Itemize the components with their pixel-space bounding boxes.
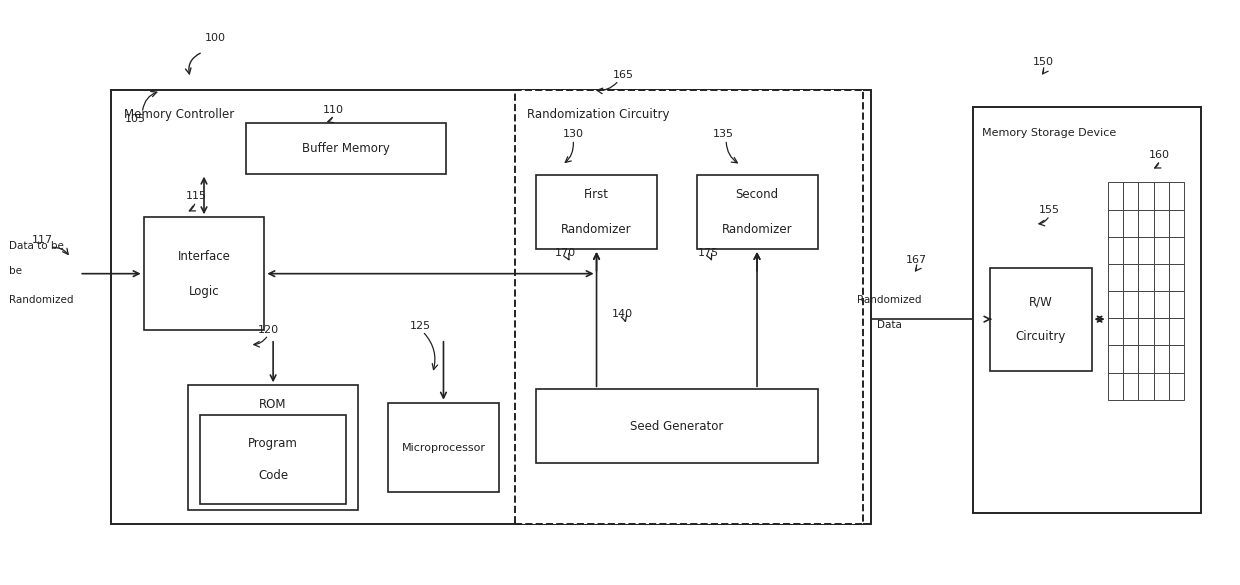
Bar bbox=[1153, 237, 1169, 264]
Bar bbox=[1123, 264, 1138, 291]
Text: Code: Code bbox=[258, 469, 288, 483]
Bar bbox=[536, 389, 817, 463]
Bar bbox=[1123, 183, 1138, 209]
Bar bbox=[697, 175, 817, 249]
Bar bbox=[1169, 237, 1184, 264]
Text: 105: 105 bbox=[124, 113, 145, 123]
Text: Randomizer: Randomizer bbox=[562, 223, 632, 236]
Text: Seed Generator: Seed Generator bbox=[630, 420, 723, 433]
Text: Randomization Circuitry: Randomization Circuitry bbox=[527, 108, 670, 121]
Text: Second: Second bbox=[735, 188, 779, 201]
Text: Interface: Interface bbox=[177, 250, 231, 263]
Text: 150: 150 bbox=[1033, 57, 1054, 67]
Bar bbox=[536, 175, 657, 249]
Text: 135: 135 bbox=[713, 129, 734, 139]
Bar bbox=[1107, 345, 1123, 373]
Text: 100: 100 bbox=[205, 33, 226, 43]
Bar bbox=[1138, 291, 1153, 318]
Text: ROM: ROM bbox=[259, 398, 286, 411]
Bar bbox=[144, 217, 264, 330]
Text: Randomizer: Randomizer bbox=[722, 223, 792, 236]
Bar bbox=[1107, 291, 1123, 318]
Bar bbox=[1153, 345, 1169, 373]
Bar bbox=[1153, 291, 1169, 318]
Bar bbox=[1153, 209, 1169, 237]
Bar bbox=[1123, 318, 1138, 345]
Text: 125: 125 bbox=[409, 321, 430, 331]
Bar bbox=[1169, 183, 1184, 209]
Bar bbox=[1153, 183, 1169, 209]
Text: Memory Storage Device: Memory Storage Device bbox=[982, 128, 1116, 138]
Bar bbox=[188, 385, 358, 510]
Bar bbox=[1107, 264, 1123, 291]
Bar bbox=[1138, 318, 1153, 345]
Bar bbox=[1153, 318, 1169, 345]
Text: Buffer Memory: Buffer Memory bbox=[303, 142, 389, 154]
Bar bbox=[112, 90, 870, 524]
Bar bbox=[1138, 183, 1153, 209]
Text: Program: Program bbox=[248, 437, 298, 450]
Bar bbox=[1153, 264, 1169, 291]
Bar bbox=[388, 402, 498, 493]
Text: R/W: R/W bbox=[1029, 295, 1053, 308]
Text: be: be bbox=[9, 266, 22, 276]
Text: 160: 160 bbox=[1149, 150, 1171, 160]
Text: 115: 115 bbox=[186, 191, 207, 201]
Text: Data to be: Data to be bbox=[9, 241, 63, 251]
Bar bbox=[1107, 237, 1123, 264]
Text: Logic: Logic bbox=[188, 284, 219, 298]
Bar bbox=[1138, 264, 1153, 291]
Bar bbox=[1169, 209, 1184, 237]
Bar bbox=[1138, 345, 1153, 373]
Text: 130: 130 bbox=[563, 129, 584, 139]
Bar bbox=[991, 267, 1091, 371]
Bar bbox=[201, 415, 346, 504]
Text: 170: 170 bbox=[556, 248, 577, 258]
Bar bbox=[1123, 291, 1138, 318]
Text: 120: 120 bbox=[258, 325, 279, 335]
Bar bbox=[1107, 318, 1123, 345]
Bar bbox=[1169, 373, 1184, 400]
Text: Memory Controller: Memory Controller bbox=[124, 108, 234, 121]
Text: 140: 140 bbox=[611, 309, 634, 319]
Bar bbox=[1153, 373, 1169, 400]
Bar bbox=[1138, 237, 1153, 264]
Bar bbox=[1169, 264, 1184, 291]
Text: 167: 167 bbox=[905, 255, 926, 265]
Bar bbox=[1169, 345, 1184, 373]
Text: 165: 165 bbox=[614, 70, 634, 80]
Text: 155: 155 bbox=[1039, 205, 1060, 215]
Bar bbox=[1123, 209, 1138, 237]
Bar bbox=[973, 107, 1202, 512]
Bar bbox=[1107, 209, 1123, 237]
Bar bbox=[1123, 345, 1138, 373]
Text: Data: Data bbox=[877, 320, 901, 330]
Text: Circuitry: Circuitry bbox=[1016, 330, 1066, 343]
Bar bbox=[1123, 373, 1138, 400]
Bar bbox=[1169, 291, 1184, 318]
Bar bbox=[1138, 373, 1153, 400]
Bar bbox=[1107, 183, 1123, 209]
Text: Randomized: Randomized bbox=[857, 295, 921, 305]
Text: Microprocessor: Microprocessor bbox=[402, 442, 486, 453]
Text: 110: 110 bbox=[324, 105, 345, 115]
Bar bbox=[1169, 318, 1184, 345]
Bar bbox=[1123, 237, 1138, 264]
Text: 175: 175 bbox=[698, 248, 719, 258]
Text: First: First bbox=[584, 188, 609, 201]
Bar bbox=[515, 90, 863, 524]
Text: 117: 117 bbox=[32, 235, 53, 245]
Bar bbox=[1138, 209, 1153, 237]
Bar bbox=[1107, 373, 1123, 400]
Text: Randomized: Randomized bbox=[9, 295, 73, 305]
Bar bbox=[246, 123, 446, 174]
